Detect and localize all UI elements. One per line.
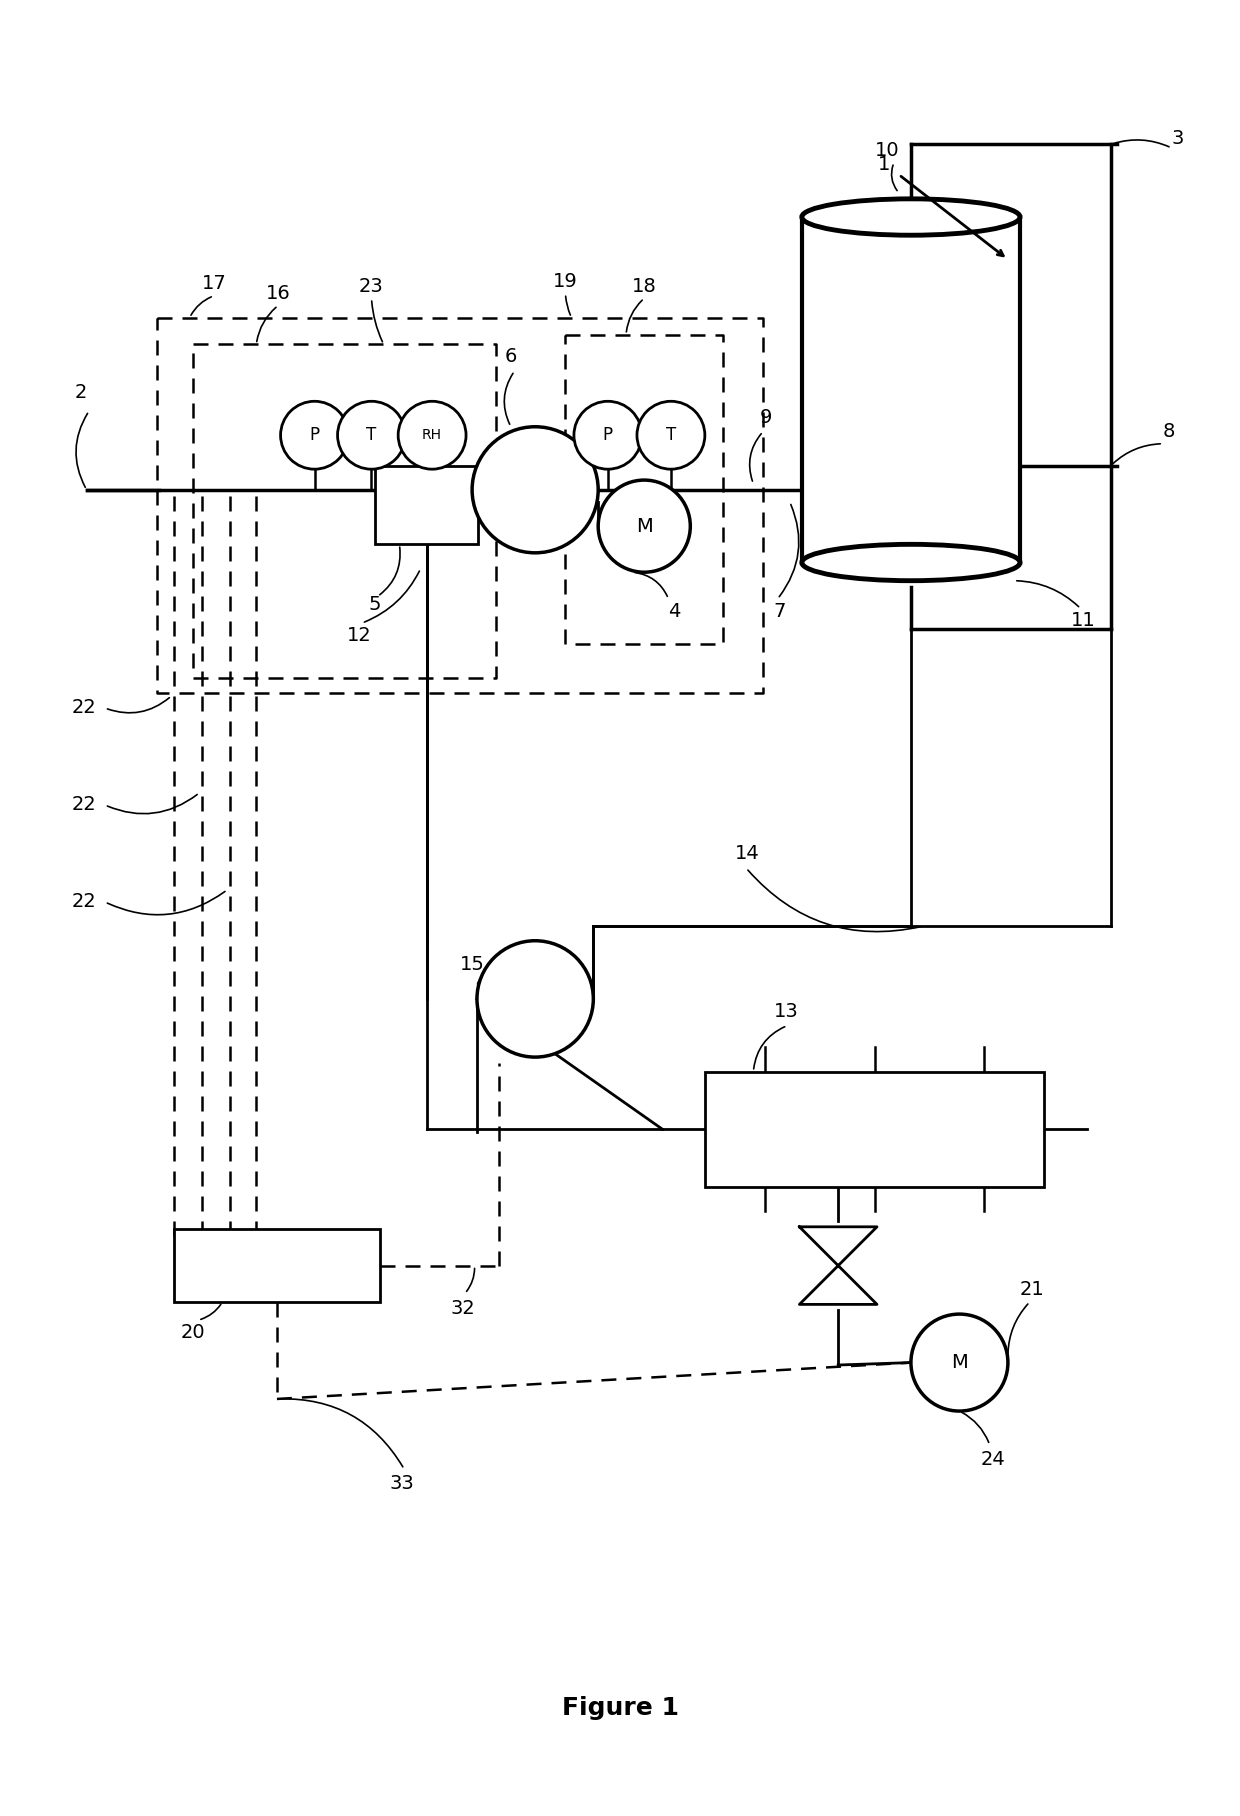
Circle shape [280,401,348,469]
Text: P: P [603,427,613,445]
Text: 33: 33 [389,1475,414,1493]
Text: M: M [636,516,652,536]
Text: P: P [310,427,320,445]
Text: 14: 14 [735,844,760,863]
Circle shape [398,401,466,469]
Text: 6: 6 [505,347,517,367]
Bar [704,1071,1044,1188]
Circle shape [477,941,593,1057]
Text: 7: 7 [774,601,786,621]
Text: 5: 5 [368,596,382,614]
Text: 20: 20 [181,1322,206,1342]
Text: 17: 17 [202,274,226,292]
Text: 15: 15 [460,955,485,975]
Text: 18: 18 [632,276,657,296]
Text: T: T [366,427,377,445]
Bar [802,218,1021,563]
Circle shape [911,1315,1008,1411]
Text: 22: 22 [72,795,97,814]
Text: 11: 11 [1070,612,1095,630]
Text: 9: 9 [759,407,771,427]
Circle shape [598,479,691,572]
Text: 12: 12 [347,627,372,645]
Text: 2: 2 [74,383,87,403]
Ellipse shape [802,545,1021,581]
Text: 19: 19 [553,272,578,291]
Text: T: T [666,427,676,445]
Text: RH: RH [422,429,443,443]
Circle shape [472,427,598,552]
Bar [376,465,479,545]
Ellipse shape [802,198,1021,236]
Text: Figure 1: Figure 1 [562,1696,678,1720]
Circle shape [637,401,704,469]
Text: 10: 10 [874,142,899,160]
Text: 16: 16 [265,283,290,303]
Text: 8: 8 [1163,421,1176,441]
Text: M: M [951,1353,967,1373]
Text: 32: 32 [450,1298,475,1318]
Circle shape [337,401,405,469]
Bar [174,1229,379,1302]
Text: 13: 13 [774,1002,799,1021]
Text: 24: 24 [981,1449,1006,1469]
Circle shape [574,401,642,469]
Text: 4: 4 [668,601,681,621]
Text: 1: 1 [878,156,890,174]
Text: 3: 3 [1172,129,1184,147]
Text: 21: 21 [1019,1280,1044,1300]
Text: 22: 22 [72,892,97,912]
Text: 22: 22 [72,699,97,717]
Text: 23: 23 [360,276,384,296]
